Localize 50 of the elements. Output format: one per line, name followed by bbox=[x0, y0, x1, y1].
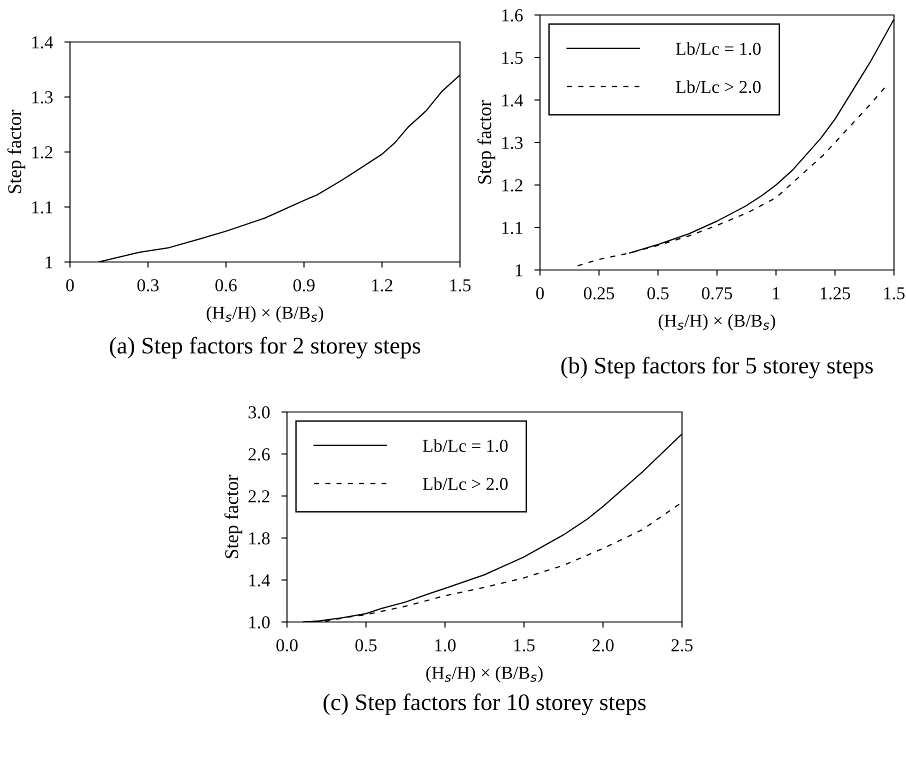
x-tick-label: 1.2 bbox=[372, 279, 392, 292]
x-tick-label: 0.5 bbox=[355, 639, 377, 652]
x-tick-label: 0 bbox=[536, 287, 544, 300]
x-tick-label: 1.5 bbox=[450, 279, 471, 292]
x-tick-label: 0.6 bbox=[215, 279, 237, 292]
y-tick-label: 1.4 bbox=[32, 36, 54, 49]
y-tick-label: 1.3 bbox=[32, 91, 53, 104]
x-tick-label: 2.5 bbox=[672, 639, 693, 652]
y-tick-label: 1.0 bbox=[249, 616, 270, 629]
text: (a) Step factors for 2 storey steps bbox=[110, 336, 420, 359]
y-axis-title: Step factor bbox=[477, 100, 496, 184]
y-tick-label: 3.0 bbox=[248, 406, 270, 419]
y-tick-label: 1.8 bbox=[249, 532, 270, 545]
x-tick-label: 0.25 bbox=[584, 287, 614, 300]
y-axis-title: Step factor bbox=[224, 474, 242, 558]
y-axis-title: Step factor bbox=[7, 110, 26, 194]
y-tick-label: 1.4 bbox=[502, 94, 524, 107]
y-tick-label: 1.6 bbox=[502, 9, 523, 22]
y-tick-label: 1.4 bbox=[249, 574, 270, 587]
y-tick-label: 1.1 bbox=[32, 201, 52, 214]
x-tick-label: 1 bbox=[773, 287, 780, 300]
x-axis-title: (H$_{s}$/H) × (B/B$_{s}$) bbox=[206, 306, 324, 323]
y-tick-label: 1.2 bbox=[502, 179, 522, 192]
x-axis-title: (H$_{s}$/H) × (B/B$_{s}$) bbox=[426, 666, 543, 683]
y-tick-label: 2.2 bbox=[248, 490, 270, 503]
legend-label: Lb/Lc = 1.0 bbox=[676, 42, 761, 55]
y-tick-label: 1.3 bbox=[502, 136, 523, 150]
y-tick-label: 1.5 bbox=[502, 52, 523, 64]
y-tick-label: 2.6 bbox=[248, 448, 270, 461]
x-tick-label: 1.5 bbox=[884, 287, 905, 300]
y-tick-label: 1.1 bbox=[502, 222, 522, 234]
text: (c) Step factors for 10 storey steps bbox=[324, 693, 646, 716]
x-tick-label: 1.5 bbox=[514, 639, 535, 652]
x-tick-label: 2.0 bbox=[592, 639, 614, 652]
legend-label: Lb/Lc > 2.0 bbox=[676, 80, 761, 94]
x-tick-label: 0.75 bbox=[702, 287, 732, 300]
x-tick-label: 0.5 bbox=[647, 287, 669, 300]
text: (b) Step factors for 5 storey steps bbox=[561, 356, 873, 378]
x-tick-label: 0.3 bbox=[137, 279, 159, 292]
x-tick-label: 0.9 bbox=[293, 279, 315, 292]
y-tick-label: 1.2 bbox=[32, 146, 52, 159]
x-tick-label: 0 bbox=[66, 279, 74, 292]
legend-label: Lb/Lc = 1.0 bbox=[422, 439, 508, 452]
y-tick-label: 1 bbox=[46, 256, 52, 268]
x-tick-label: 1.0 bbox=[435, 639, 456, 652]
x-tick-label: 1.25 bbox=[820, 287, 850, 300]
x-tick-label: 0.0 bbox=[276, 639, 298, 652]
x-axis-title: (H$_{s}$/H) × (B/B$_{s}$) bbox=[658, 314, 776, 331]
y-tick-label: 1 bbox=[516, 264, 522, 276]
legend-label: Lb/Lc > 2.0 bbox=[422, 477, 508, 490]
